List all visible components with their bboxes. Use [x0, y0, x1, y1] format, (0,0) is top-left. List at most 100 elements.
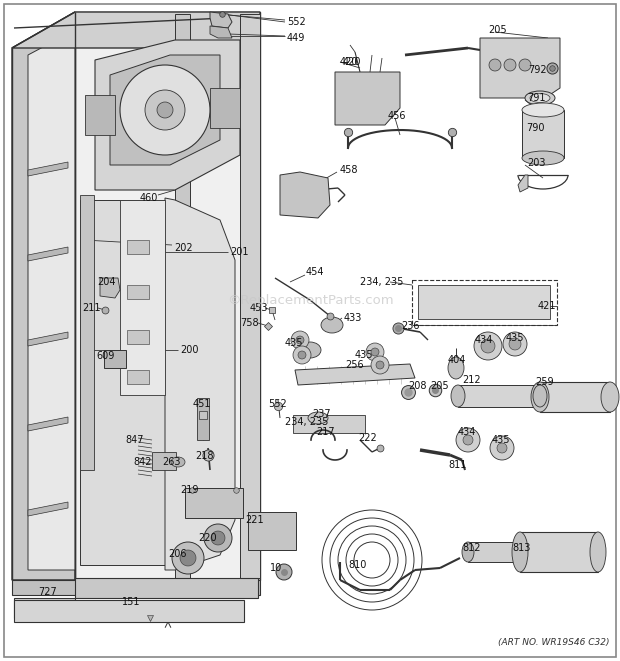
Polygon shape [80, 200, 165, 565]
Text: 813: 813 [512, 543, 530, 553]
Bar [248, 512, 296, 550]
Ellipse shape [512, 532, 528, 572]
Text: 219: 219 [180, 485, 198, 495]
Circle shape [172, 542, 204, 574]
Polygon shape [480, 38, 560, 98]
Circle shape [211, 531, 225, 545]
Text: 458: 458 [340, 165, 358, 175]
Bar [127, 285, 149, 299]
Polygon shape [210, 88, 240, 128]
Polygon shape [335, 72, 400, 125]
Circle shape [276, 564, 292, 580]
Ellipse shape [299, 342, 321, 358]
Circle shape [371, 356, 389, 374]
Text: 200: 200 [180, 345, 198, 355]
Text: 218: 218 [195, 451, 213, 461]
Circle shape [474, 332, 502, 360]
Text: 453: 453 [250, 303, 268, 313]
Text: 404: 404 [448, 355, 466, 365]
Text: 812: 812 [462, 543, 480, 553]
Circle shape [120, 65, 210, 155]
Polygon shape [518, 175, 528, 192]
Polygon shape [295, 364, 415, 385]
Bar [127, 330, 149, 344]
Text: 433: 433 [344, 313, 362, 323]
Circle shape [481, 339, 495, 353]
Polygon shape [80, 195, 94, 470]
Ellipse shape [531, 382, 549, 412]
Text: 434: 434 [475, 335, 494, 345]
Circle shape [291, 331, 309, 349]
Text: 217: 217 [316, 427, 335, 437]
Text: 420: 420 [343, 57, 361, 67]
Bar [293, 415, 365, 433]
Circle shape [489, 59, 501, 71]
Circle shape [504, 59, 516, 71]
Polygon shape [28, 30, 75, 570]
Circle shape [497, 443, 507, 453]
Bar [412, 280, 557, 325]
Circle shape [145, 90, 185, 130]
Ellipse shape [308, 412, 328, 424]
Circle shape [376, 361, 384, 369]
Text: 151: 151 [122, 597, 141, 607]
Polygon shape [28, 417, 68, 431]
Bar [127, 240, 149, 254]
Bar [14, 600, 244, 622]
Text: 263: 263 [162, 457, 180, 467]
Circle shape [157, 102, 173, 118]
Text: 237: 237 [312, 409, 330, 419]
Text: 435: 435 [506, 333, 525, 343]
Text: 609: 609 [96, 351, 114, 361]
Ellipse shape [171, 457, 185, 467]
Bar [127, 370, 149, 384]
Text: 221: 221 [245, 515, 264, 525]
Text: 206: 206 [168, 549, 187, 559]
Bar [104, 350, 126, 368]
Polygon shape [165, 198, 235, 570]
Polygon shape [240, 14, 260, 578]
Text: 204: 204 [97, 277, 115, 287]
Text: 236: 236 [401, 321, 420, 331]
Ellipse shape [601, 382, 619, 412]
Polygon shape [12, 12, 75, 580]
Circle shape [463, 435, 473, 445]
Polygon shape [75, 12, 260, 580]
Bar [522, 110, 564, 158]
Text: 758: 758 [240, 318, 259, 328]
Text: 208: 208 [408, 381, 427, 391]
Text: 203: 203 [527, 158, 546, 168]
Text: 435: 435 [355, 350, 373, 360]
Text: 791: 791 [527, 93, 546, 103]
Polygon shape [175, 14, 190, 578]
Text: 202: 202 [174, 243, 193, 253]
Text: 220: 220 [198, 533, 216, 543]
Bar [152, 452, 176, 470]
Text: 10: 10 [270, 563, 282, 573]
Ellipse shape [321, 317, 343, 333]
Text: 222: 222 [358, 433, 377, 443]
Ellipse shape [590, 532, 606, 572]
Polygon shape [12, 12, 260, 48]
Circle shape [296, 336, 304, 344]
Text: 434: 434 [458, 427, 476, 437]
Text: 420: 420 [340, 57, 358, 67]
Ellipse shape [525, 91, 555, 105]
Text: 435: 435 [285, 338, 304, 348]
Bar [468, 542, 523, 562]
Polygon shape [28, 332, 68, 346]
Text: 552: 552 [268, 399, 286, 409]
Text: (ART NO. WR19S46 C32): (ART NO. WR19S46 C32) [498, 639, 610, 648]
Ellipse shape [522, 151, 564, 165]
Bar [418, 285, 550, 319]
Text: 259: 259 [535, 377, 554, 387]
Polygon shape [100, 278, 120, 298]
Ellipse shape [533, 385, 547, 407]
Polygon shape [28, 162, 68, 176]
Text: 792: 792 [528, 65, 547, 75]
Ellipse shape [462, 542, 474, 562]
Circle shape [509, 338, 521, 350]
Bar [197, 398, 209, 440]
Polygon shape [120, 200, 165, 395]
Text: 201: 201 [230, 247, 249, 257]
